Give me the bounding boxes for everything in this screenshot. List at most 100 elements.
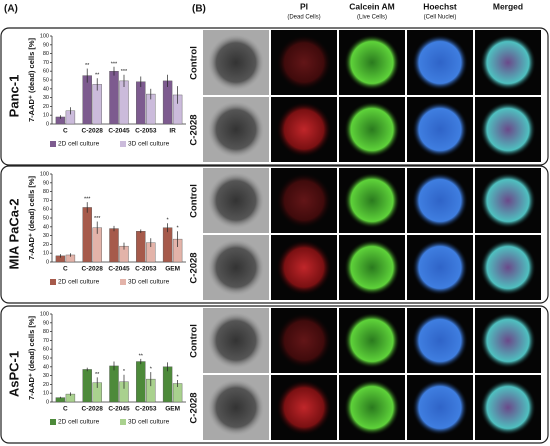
y-tick-label: 30 xyxy=(43,233,49,239)
spheroid xyxy=(480,172,536,229)
spheroid xyxy=(276,312,332,369)
spheroid xyxy=(412,34,468,91)
significance: ** xyxy=(95,73,100,79)
legend-swatch xyxy=(50,279,56,285)
legend-swatch xyxy=(50,419,56,425)
significance: * xyxy=(123,369,126,375)
significance: ** xyxy=(85,63,90,69)
y-tick-label: 40 xyxy=(43,364,49,370)
significance: * xyxy=(177,374,180,380)
spheroid xyxy=(344,34,400,91)
cell-line-label: AsPC-1 xyxy=(6,351,21,397)
legend-label: 3D cell culture xyxy=(128,279,170,286)
spheroid xyxy=(344,312,400,369)
legend-label: 2D cell culture xyxy=(58,279,100,286)
spheroid xyxy=(480,101,536,158)
panel-label: (A) xyxy=(4,4,18,15)
bar xyxy=(162,366,173,403)
spheroid xyxy=(344,172,400,229)
panel-box xyxy=(0,27,549,166)
y-tick-label: 60 xyxy=(43,69,49,75)
y-tick-label: 90 xyxy=(43,320,49,326)
spheroid xyxy=(344,379,400,436)
significance: *** xyxy=(94,216,101,222)
x-tick-label: C-2053 xyxy=(135,266,157,273)
x-tick-label: C xyxy=(63,128,68,135)
panel-box xyxy=(0,305,549,444)
spheroid xyxy=(208,239,264,296)
y-tick-label: 100 xyxy=(40,171,49,177)
y-tick-label: 10 xyxy=(43,113,49,119)
cell-line-label: MIA PaCa-2 xyxy=(6,198,21,269)
spheroid xyxy=(276,34,332,91)
spheroid xyxy=(480,379,536,436)
bar xyxy=(109,228,119,263)
legend-label: 3D cell culture xyxy=(128,419,170,426)
y-axis-label: 7-AAD⁺ (dead) cells [%] xyxy=(27,316,36,400)
y-tick-label: 10 xyxy=(43,251,49,257)
y-tick-label: 20 xyxy=(43,242,49,248)
legend-swatch xyxy=(120,141,126,147)
y-tick-label: 80 xyxy=(43,329,49,335)
spheroid xyxy=(412,239,468,296)
y-tick-label: 0 xyxy=(46,259,49,265)
spheroid xyxy=(344,239,400,296)
spheroid xyxy=(480,239,536,296)
bar xyxy=(109,70,119,125)
column-title: Merged xyxy=(493,1,523,11)
y-tick-label: 40 xyxy=(43,224,49,230)
spheroid xyxy=(480,312,536,369)
x-tick-label: C-2028 xyxy=(82,128,104,135)
x-tick-label: C-2045 xyxy=(108,266,130,273)
panel-box xyxy=(0,165,549,304)
x-tick-label: C-2053 xyxy=(135,406,157,413)
y-axis-label: 7-AAD⁺ (dead) cells [%] xyxy=(27,38,36,122)
spheroid xyxy=(276,101,332,158)
column-subtitle: (Live Cells) xyxy=(357,15,387,21)
y-tick-label: 0 xyxy=(46,121,49,127)
bar xyxy=(162,80,173,125)
y-tick-label: 70 xyxy=(43,60,49,66)
y-tick-label: 90 xyxy=(43,42,49,48)
column-title: PI xyxy=(300,1,308,11)
y-tick-label: 30 xyxy=(43,373,49,379)
spheroid xyxy=(208,101,264,158)
y-tick-label: 50 xyxy=(43,355,49,361)
bar xyxy=(82,207,92,263)
spheroid xyxy=(208,172,264,229)
column-title: Hoechst xyxy=(423,1,457,11)
y-tick-label: 70 xyxy=(43,338,49,344)
x-tick-label: GEM xyxy=(165,406,180,413)
y-tick-label: 50 xyxy=(43,77,49,83)
y-tick-label: 40 xyxy=(43,86,49,92)
legend-label: 3D cell culture xyxy=(128,141,170,148)
row-label: Control xyxy=(189,324,200,358)
spheroid xyxy=(412,172,468,229)
spheroid xyxy=(276,379,332,436)
cell-line-label: Panc-1 xyxy=(6,75,21,118)
y-tick-label: 0 xyxy=(46,399,49,405)
row-label: C-2028 xyxy=(189,114,200,145)
spheroid xyxy=(412,101,468,158)
bar xyxy=(136,361,146,403)
y-tick-label: 80 xyxy=(43,189,49,195)
spheroid xyxy=(412,379,468,436)
y-tick-label: 100 xyxy=(40,311,49,317)
significance: ** xyxy=(95,372,100,378)
x-tick-label: C-2045 xyxy=(108,128,130,135)
bar xyxy=(136,81,146,125)
bar xyxy=(82,369,92,403)
column-title: Calcein AM xyxy=(349,1,395,11)
row-label: C-2028 xyxy=(189,252,200,283)
significance: *** xyxy=(121,69,128,75)
bar xyxy=(109,365,119,403)
x-tick-label: C-2045 xyxy=(108,406,130,413)
column-subtitle: (Cell Nuclei) xyxy=(424,15,457,21)
row-label: C-2028 xyxy=(189,392,200,423)
x-tick-label: C xyxy=(63,406,68,413)
bar xyxy=(136,230,146,263)
x-tick-label: C-2053 xyxy=(135,128,157,135)
panel-label: (B) xyxy=(192,4,206,15)
y-tick-label: 10 xyxy=(43,391,49,397)
